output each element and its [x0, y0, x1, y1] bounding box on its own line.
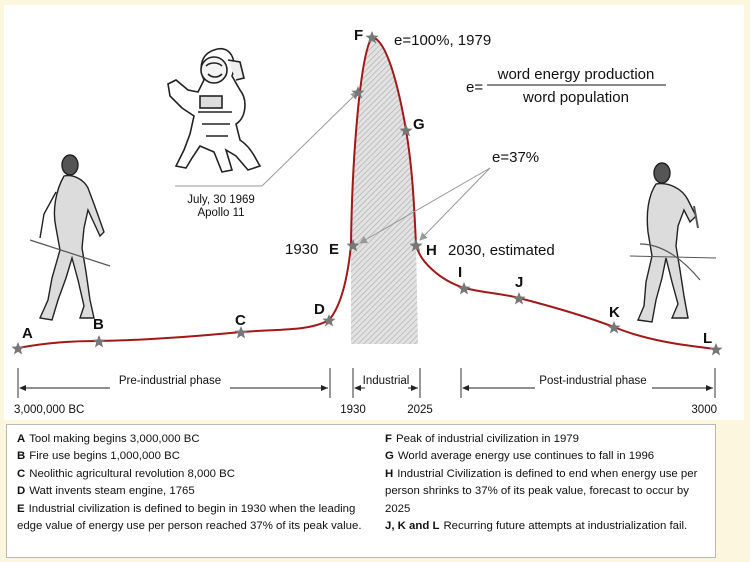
point-label-l: L	[703, 330, 712, 347]
primitive-hunter-right	[629, 162, 717, 323]
legend-item-e: E Industrial civilization is defined to b…	[17, 501, 372, 536]
marker-1969	[351, 86, 365, 99]
point-label-h: H	[426, 242, 437, 259]
legend-key: C	[17, 467, 26, 480]
marker-g	[399, 124, 413, 137]
marker-c	[234, 326, 248, 339]
point-label-d: D	[314, 301, 325, 318]
point-label-j: J	[515, 274, 523, 291]
marker-j	[512, 292, 526, 305]
legend-key: A	[17, 433, 26, 445]
marker-h	[409, 239, 423, 252]
legend-text: Recurring future attempts at industriali…	[443, 520, 688, 533]
energy-curve	[17, 35, 717, 350]
legend-key: G	[385, 450, 394, 463]
legend-item-a: A Tool making begins 3,000,000 BC	[17, 431, 372, 448]
legend-text: Industrial civilization is defined to be…	[17, 502, 362, 533]
formula-numerator: word energy production	[497, 66, 655, 83]
e37-arrow-to-e	[359, 167, 491, 244]
astronaut-illustration	[167, 47, 262, 173]
tick-2025: 2025	[407, 404, 433, 416]
point-label-i: I	[458, 264, 462, 281]
pre-industrial-label: Pre-industrial phase	[119, 375, 221, 387]
tick-end: 3000	[691, 404, 717, 416]
marker-k	[607, 321, 621, 334]
legend-item-c: C Neolithic agricultural revolution 8,000…	[17, 466, 372, 483]
e37-arrow-to-h	[419, 167, 491, 241]
marker-b	[92, 335, 106, 348]
legend-item-d: D Watt invents steam engine, 1765	[17, 483, 372, 500]
legend-key: E	[17, 502, 25, 515]
e37-annotation: e=37%	[492, 149, 539, 166]
marker-f	[365, 31, 379, 44]
legend-item-b: B Fire use begins 1,000,000 BC	[17, 448, 372, 465]
point-label-f: F	[354, 27, 363, 44]
legend-text: Watt invents steam engine, 1765	[29, 485, 195, 498]
legend-text: Tool making begins 3,000,000 BC	[29, 433, 200, 445]
legend-text: Fire use begins 1,000,000 BC	[29, 450, 180, 463]
point-label-c: C	[235, 312, 246, 329]
h-annotation: 2030, estimated	[448, 242, 555, 259]
point-markers	[11, 31, 723, 356]
point-label-k: K	[609, 304, 620, 321]
marker-l	[709, 343, 723, 356]
tick-1930: 1930	[340, 404, 366, 416]
marker-d	[322, 314, 336, 327]
legend-text: Industrial Civilization is defined to en…	[385, 467, 698, 515]
post-industrial-label: Post-industrial phase	[539, 375, 646, 387]
legend-key: B	[17, 450, 26, 463]
peak-annotation: e=100%, 1979	[394, 32, 491, 49]
legend-item-g: G World average energy use continues to f…	[385, 448, 705, 465]
marker-e	[346, 239, 360, 252]
year-1930-annotation: 1930	[285, 241, 318, 258]
phase-axis: Pre-industrial phase Industrial Post-ind…	[14, 368, 717, 416]
point-label-a: A	[22, 325, 33, 342]
point-label-b: B	[93, 316, 104, 333]
apollo-date: July, 30 1969	[187, 194, 255, 206]
tick-start: 3,000,000 BC	[14, 404, 84, 416]
legend-left-column: A Tool making begins 3,000,000 BC B Fire u…	[17, 431, 372, 535]
legend-text: World average energy use continues to fa…	[397, 450, 655, 463]
legend-right-column: F Peak of industrial civilization in 1979…	[385, 431, 705, 535]
legend-key: F	[385, 433, 392, 445]
legend-item-h: H Industrial Civilization is defined to e…	[385, 466, 705, 518]
marker-i	[457, 282, 471, 295]
marker-a	[11, 342, 25, 355]
legend-item-jkl: J, K and L Recurring future attempts at i…	[385, 518, 705, 535]
legend-key: H	[385, 467, 394, 480]
industrial-shaded-area	[351, 37, 418, 344]
primitive-hunter-left	[29, 154, 111, 321]
legend-key: J, K and L	[385, 520, 440, 533]
apollo-name: Apollo 11	[197, 207, 244, 219]
formula-denominator: word population	[522, 89, 629, 106]
industrial-label: Industrial	[363, 375, 410, 387]
legend-item-f: F Peak of industrial civilization in 1979	[385, 431, 705, 448]
legend-panel: A Tool making begins 3,000,000 BC B Fire u…	[6, 424, 716, 558]
legend-text: Neolithic agricultural revolution 8,000 …	[29, 467, 236, 480]
point-label-e: E	[329, 241, 339, 258]
legend-text: Peak of industrial civilization in 1979	[395, 433, 579, 445]
point-label-g: G	[413, 116, 425, 133]
legend-key: D	[17, 485, 26, 498]
formula-lhs: e=	[466, 79, 483, 96]
apollo-arrow	[261, 91, 359, 187]
